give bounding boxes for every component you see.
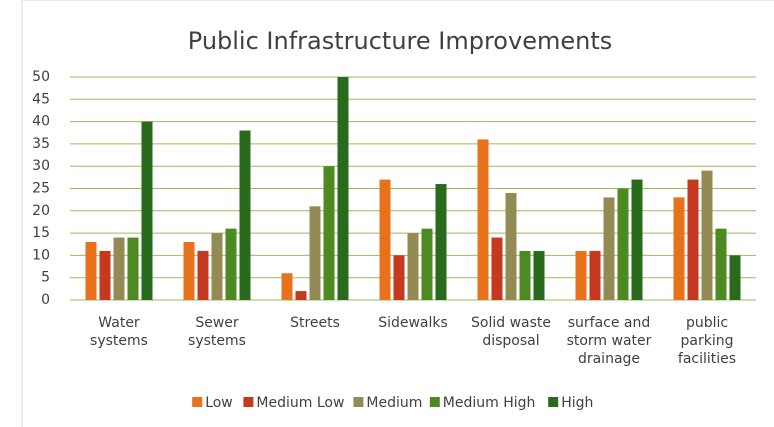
chart-border [21,0,774,427]
bar [407,233,419,300]
y-tick-label: 30 [32,158,50,174]
legend-swatch [548,397,559,407]
bar [113,237,125,300]
legend-swatch [429,397,440,407]
bar [519,250,531,300]
bar [673,197,685,300]
x-tick-label: surface and storm water drainage [566,315,652,367]
x-tick-label: Sidewalks [378,315,448,331]
bar [533,250,545,300]
bar [127,237,139,300]
bar [211,233,223,300]
bar [337,77,349,300]
bar [617,188,629,300]
y-tick-label: 45 [32,91,50,107]
bar [85,242,97,300]
x-tick-label: Solid waste disposal [471,315,551,349]
bar [183,242,195,300]
bar [435,184,447,300]
legend-label: Medium [366,395,422,411]
bar [589,250,601,300]
x-tick-label: Sewer systems [188,315,246,349]
legend-label: Medium Low [256,395,344,411]
y-tick-label: 25 [32,181,50,197]
legend-swatch [192,397,203,407]
bar [505,192,517,300]
bar [575,250,587,300]
bar [295,291,307,300]
bar [281,273,293,300]
x-tick-label: public parking facilities [677,315,737,367]
bar [421,228,433,300]
bar [309,206,321,300]
chart-title: Public Infrastructure Improvements [188,27,612,55]
y-tick-label: 0 [41,292,50,308]
y-tick-label: 35 [32,136,50,152]
bar [701,170,713,300]
y-tick-label: 20 [32,203,50,219]
bar [631,179,643,300]
bar [239,130,251,300]
legend-label: Medium High [443,395,536,411]
bar [729,255,741,300]
y-tick-label: 5 [41,270,50,286]
bar [715,228,727,300]
x-tick-label: Streets [290,315,340,331]
bar [393,255,405,300]
legend-swatch [353,397,364,407]
bar [379,179,391,300]
bar [491,237,503,300]
y-tick-label: 15 [32,225,50,241]
y-tick-label: 50 [32,69,50,85]
bar [477,139,489,300]
bar [687,179,699,300]
bar [99,250,111,300]
legend-label: Low [205,395,233,411]
legend-swatch [243,397,254,407]
bar [225,228,237,300]
bar [603,197,615,300]
bar [141,121,153,300]
legend-label: High [561,395,593,411]
x-tick-label: Water systems [90,315,148,349]
bar [197,250,209,300]
y-tick-label: 40 [32,114,50,130]
bar [323,166,335,300]
y-tick-label: 10 [32,247,50,263]
